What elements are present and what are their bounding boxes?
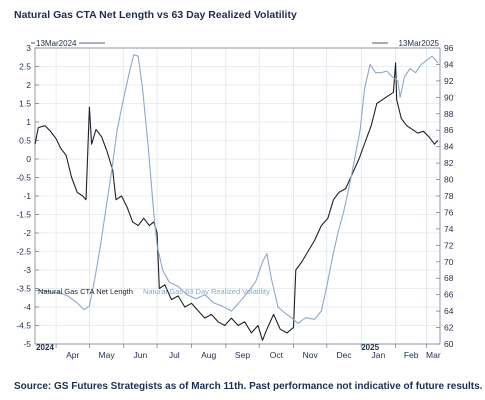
left-tick-label: 2.5 — [19, 62, 31, 72]
series-line-1 — [34, 62, 439, 341]
legend-entry-2: Natural Gas 63 Day Realized Volatility — [143, 287, 270, 296]
left-tick-label: 3 — [26, 43, 31, 53]
right-tick-label: 92 — [444, 76, 454, 86]
left-tick-label: 0.5 — [19, 136, 31, 146]
left-tick-label: -0.5 — [16, 173, 31, 183]
left-tick-label: -3.5 — [16, 284, 31, 294]
left-tick-label: -1 — [23, 191, 31, 201]
left-tick-label: -1.5 — [16, 210, 31, 220]
legend-entry-1: Natural Gas CTA Net Length — [38, 287, 133, 296]
right-tick-label: 64 — [444, 306, 454, 316]
x-tick-label: Jun — [134, 350, 148, 360]
left-tick-label: 1.5 — [19, 99, 31, 109]
left-tick-label: -3 — [23, 265, 31, 275]
left-tick-label: -2 — [23, 228, 31, 238]
right-tick-label: 62 — [444, 323, 454, 333]
right-tick-label: 72 — [444, 240, 454, 250]
x-tick-label: Apr — [66, 350, 79, 360]
x-tick-label: Jul — [169, 350, 180, 360]
x-tick-label: Feb — [404, 350, 419, 360]
right-tick-label: 90 — [444, 92, 454, 102]
range-layer: 13Mar2024 13Mar2025 — [31, 39, 440, 48]
x-tick-label: May — [99, 350, 116, 360]
left-tick-label: 1 — [26, 117, 31, 127]
legend-layer: Natural Gas CTA Net Length Natural Gas 63… — [38, 287, 270, 296]
right-tick-label: 76 — [444, 207, 454, 217]
grid-layer — [35, 47, 440, 345]
left-tick-label: -5 — [23, 339, 31, 349]
left-tick-label: -4.5 — [16, 321, 31, 331]
right-tick-label: 86 — [444, 125, 454, 135]
series-line-2 — [35, 54, 439, 324]
x-tick-label: Oct — [270, 350, 284, 360]
right-tick-label: 66 — [444, 290, 454, 300]
x-tick-label: Mar — [426, 350, 441, 360]
right-tick-label: 88 — [444, 109, 454, 119]
x-tick-label: Aug — [201, 350, 216, 360]
x-tick-label: Nov — [303, 350, 319, 360]
x-tick-label: Dec — [336, 350, 352, 360]
range-start-label: 13Mar2024 — [36, 39, 77, 48]
right-tick-label: 68 — [444, 273, 454, 283]
left-tick-label: 2 — [26, 80, 31, 90]
right-tick-label: 78 — [444, 191, 454, 201]
left-tick-label: 0 — [26, 154, 31, 164]
right-tick-label: 60 — [444, 339, 454, 349]
right-tick-label: 74 — [444, 224, 454, 234]
chart-title: Natural Gas CTA Net Length vs 63 Day Rea… — [14, 9, 297, 21]
series-layer — [34, 54, 439, 341]
left-axis: -5 -4.5 -4 -3.5 -3 -2.5 -2 -1.5 -1 -0.5 0 0.5 1 1.5 2 2… — [16, 43, 39, 349]
right-tick-label: 84 — [444, 142, 454, 152]
left-tick-label: -4 — [23, 302, 31, 312]
right-tick-label: 94 — [444, 59, 454, 69]
range-end-label: 13Mar2025 — [399, 39, 440, 48]
source-note: Source: GS Futures Strategists as of Mar… — [14, 381, 483, 392]
left-tick-label: -2.5 — [16, 247, 31, 257]
right-tick-label: 70 — [444, 257, 454, 267]
x-axis: Apr May Jun Jul Aug Sep Oct Nov Dec Jan Feb Mar 2024… — [36, 343, 441, 360]
year-label: 2025 — [361, 343, 379, 352]
x-tick-label: Jan — [372, 350, 386, 360]
year-label: 2024 — [36, 343, 54, 352]
right-tick-label: 80 — [444, 175, 454, 185]
right-tick-label: 82 — [444, 158, 454, 168]
right-tick-label: 96 — [444, 43, 454, 53]
right-axis: 60 62 64 66 68 70 72 74 76 78 80 82 84 86 88 90 92 94 96 — [436, 43, 454, 349]
x-tick-label: Sep — [235, 350, 250, 360]
